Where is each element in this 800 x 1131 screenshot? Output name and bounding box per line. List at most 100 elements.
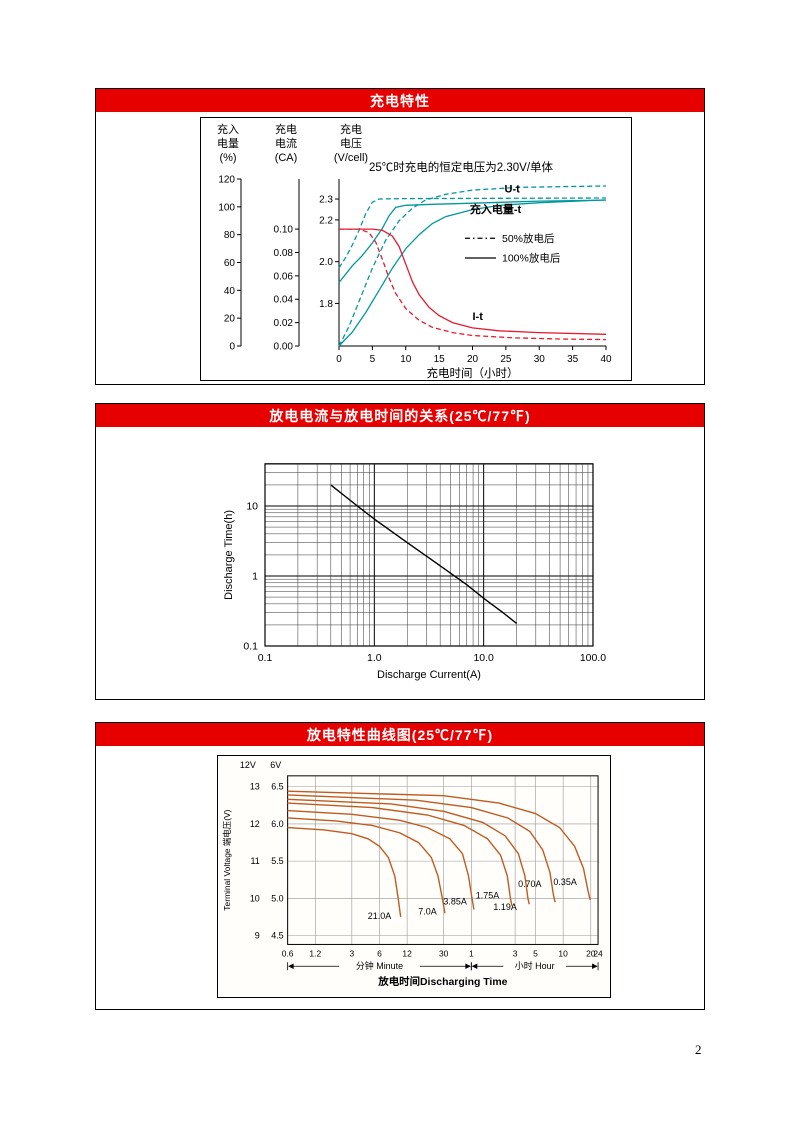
chart-annotation: 25℃时充电的恒定电压为2.30V/单体 xyxy=(369,160,554,174)
x-tick-label: 10 xyxy=(558,948,568,958)
series-3.85A xyxy=(287,809,475,910)
y-axis-header-6v: 6V xyxy=(270,760,281,770)
series-I-t-100 xyxy=(339,228,607,335)
arrow-head-icon xyxy=(471,963,478,970)
y-tick-label: 0.08 xyxy=(274,248,294,259)
y-tick-label-6v: 6.0 xyxy=(271,819,283,829)
series-1.75A xyxy=(287,802,513,906)
series-U-t-100 xyxy=(338,199,607,283)
y-axis-title: 充电 xyxy=(340,122,362,136)
y-axis-title: 电流 xyxy=(275,136,297,150)
x-tick-label: 3 xyxy=(513,948,518,958)
x-tick-label: 1.2 xyxy=(309,948,321,958)
legend-label: 50%放电后 xyxy=(502,232,555,245)
y-tick-label-6v: 5.5 xyxy=(271,856,283,866)
y-axis-title: (%) xyxy=(219,152,236,164)
discharge-time-line xyxy=(330,484,518,624)
y-tick-label: 0.04 xyxy=(274,295,294,306)
legend-label: 100%放电后 xyxy=(502,251,560,264)
x-group-label: 分钟 Minute xyxy=(356,960,403,971)
x-tick-label: 20 xyxy=(467,354,479,365)
x-tick-label: 10.0 xyxy=(473,652,494,664)
panel-discharge-relation: 放电电流与放电时间的关系(25℃/77℉) 0.1 1.0 10.0 100.0 0.1… xyxy=(95,403,705,700)
x-axis-title: Discharge Current(A) xyxy=(377,669,481,681)
charging-chart-frame: 充入 电量 (%) 120 100 80 60 40 20 0 充电 电流 (CA) 0.10 0.08 0.… xyxy=(200,117,632,381)
x-tick-label: 100.0 xyxy=(580,652,606,664)
curve-label: 1.75A xyxy=(476,890,499,900)
series-0.70A xyxy=(287,794,556,903)
series-1.19A xyxy=(287,798,530,905)
panel-header-discharge-curves: 放电特性曲线图(25℃/77℉) xyxy=(96,723,704,746)
curve-label: 0.70A xyxy=(518,879,541,889)
x-tick-label: 1 xyxy=(469,948,474,958)
plot-border xyxy=(264,463,594,647)
x-tick-label: 30 xyxy=(534,354,546,365)
x-axis-title: 放电时间Discharging Time xyxy=(377,975,507,988)
x-group-label: 小时 Hour xyxy=(515,960,555,971)
plot-border xyxy=(287,775,599,945)
y-tick-label: 1.8 xyxy=(319,299,333,310)
y-axis-title: Discharge Time(h) xyxy=(223,510,235,600)
series-capacity-50 xyxy=(338,185,607,347)
curve-label: 0.35A xyxy=(553,877,576,887)
page-number: 2 xyxy=(695,1042,702,1057)
y-tick-label: 0.06 xyxy=(274,271,294,282)
x-tick-label: 0.1 xyxy=(258,652,273,664)
y-tick-label: 60 xyxy=(224,258,236,269)
x-tick-label: 20 xyxy=(586,948,596,958)
series-capacity-100 xyxy=(338,199,607,347)
y-tick-label: 120 xyxy=(218,175,235,186)
y-tick-label: 0.10 xyxy=(274,225,294,236)
curve-label: 7.0A xyxy=(418,907,436,917)
curve-label: 3.85A xyxy=(443,896,466,906)
y-axis-title: Terminal Voltage 端电压(V) xyxy=(222,809,232,910)
x-tick-label: 5 xyxy=(533,948,538,958)
discharge-relation-chart-area: 0.1 1.0 10.0 100.0 0.1 1 10 Discharge Current(A… xyxy=(96,427,704,699)
series-0.35A xyxy=(287,790,591,900)
x-tick-label: 0.6 xyxy=(282,948,294,958)
series-21.0A xyxy=(287,826,402,918)
x-axis-title: 充电时间（小时） xyxy=(427,366,519,380)
y-tick-label: 2.2 xyxy=(319,215,333,226)
x-tick-label: 30 xyxy=(439,948,449,958)
y-tick-label: 10 xyxy=(246,501,258,513)
discharge-curves-chart-frame: 12V 6V 13 6.5 12 6.0 11 5.5 10 5.0 9 4.5 0.6 1.2 3 6 12 3… xyxy=(217,755,611,998)
y-tick-label: 1 xyxy=(252,571,258,583)
y-tick-label-6v: 5.0 xyxy=(271,893,283,903)
y-tick-label-12v: 10 xyxy=(250,893,260,903)
x-tick-label: 25 xyxy=(500,354,512,365)
arrow-head-icon xyxy=(592,963,598,970)
series-7.0A xyxy=(287,817,446,914)
y-axis-title: 充入 xyxy=(217,122,239,136)
y-tick-label-12v: 12 xyxy=(250,819,260,829)
x-tick-label: 35 xyxy=(567,354,579,365)
y-tick-label: 0 xyxy=(229,342,235,353)
x-tick-label: 15 xyxy=(434,354,446,365)
x-tick-label: 5 xyxy=(370,354,376,365)
y-tick-label: 80 xyxy=(224,230,236,241)
y-tick-label: 0.02 xyxy=(274,318,294,329)
panel-discharge-curves: 放电特性曲线图(25℃/77℉) 12V 6V 13 6.5 12 6.0 11 5.5 10 5… xyxy=(95,722,705,1010)
x-tick-label: 1.0 xyxy=(367,652,382,664)
y-axis-title: 电量 xyxy=(217,137,239,150)
discharge-relation-chart: 0.1 1.0 10.0 100.0 0.1 1 10 Discharge Current(A… xyxy=(223,463,606,681)
curve-label: I-t xyxy=(473,311,484,323)
curve-label: 1.19A xyxy=(493,902,516,912)
panel-title-charging: 充电特性 xyxy=(370,92,430,109)
x-tick-label: 0 xyxy=(336,354,342,365)
x-tick-label: 40 xyxy=(600,354,612,365)
y-tick-label-12v: 9 xyxy=(255,930,260,940)
panel-title-discharge-curves: 放电特性曲线图(25℃/77℉) xyxy=(306,726,494,743)
y-tick-label: 2.3 xyxy=(319,195,333,206)
y-axis-title: 电压 xyxy=(340,137,362,150)
y-axis-title: 充电 xyxy=(275,122,297,136)
series-I-t-50 xyxy=(339,228,607,341)
y-axis-header-12v: 12V xyxy=(240,760,256,770)
curve-label: 21.0A xyxy=(368,911,391,921)
y-axis-title: (V/cell) xyxy=(334,152,368,164)
y-tick-label-12v: 11 xyxy=(250,856,259,866)
charging-chart: 充入电量(%)120100806040200充电电流(CA)0.100.080.… xyxy=(217,122,612,380)
x-tick-label: 10 xyxy=(400,354,412,365)
